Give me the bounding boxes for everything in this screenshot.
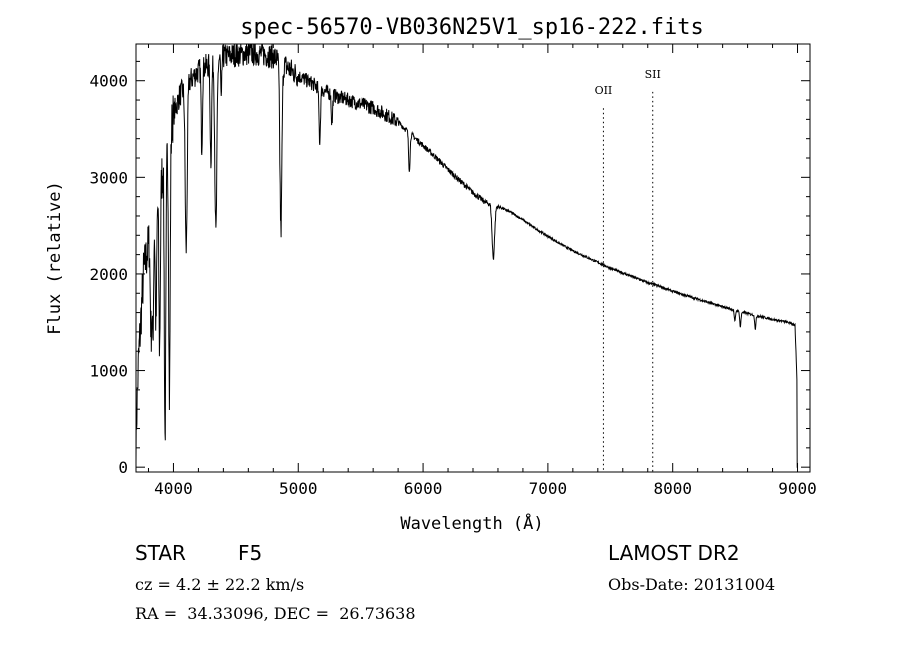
observation-date: Obs-Date: 20131004 <box>608 575 776 594</box>
survey-name: LAMOST DR2 <box>608 541 740 565</box>
plot-frame <box>135 43 811 473</box>
x-tick-label: 9000 <box>778 479 817 498</box>
y-tick-label: 2000 <box>89 265 128 284</box>
y-axis-label: Flux (relative) <box>45 181 65 335</box>
x-tick-label: 5000 <box>279 479 318 498</box>
object-class: STAR <box>135 541 186 565</box>
redshift-value: cz = 4.2 ± 22.2 km/s <box>135 575 305 594</box>
y-tick-label: 1000 <box>89 362 128 381</box>
emission-marker-label: OII <box>595 84 613 97</box>
y-tick-label: 0 <box>118 458 128 477</box>
plot-area: 4000 5000 6000 7000 8000 9000 0 1000 2000 3000 400… <box>89 43 817 498</box>
x-tick-label: 7000 <box>529 479 568 498</box>
chart-title: spec-56570-VB036N25V1_sp16-222.fits <box>240 15 704 40</box>
x-axis-label: Wavelength (Å) <box>400 512 543 534</box>
y-tick-label: 3000 <box>89 168 128 187</box>
spectrum-line <box>135 43 798 468</box>
coordinates: RA = 34.33096, DEC = 26.73638 <box>135 604 416 623</box>
x-tick-label: 6000 <box>404 479 443 498</box>
emission-marker-label: SII <box>645 68 661 81</box>
x-tick-label: 8000 <box>653 479 692 498</box>
spectral-subclass: F5 <box>238 541 263 565</box>
x-tick-label: 4000 <box>154 479 193 498</box>
y-tick-label: 4000 <box>89 72 128 91</box>
